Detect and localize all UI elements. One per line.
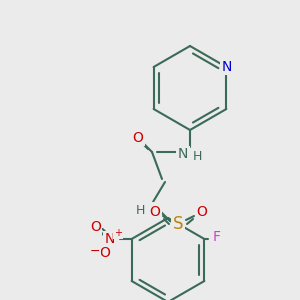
Text: −: − [89,244,100,257]
Text: F: F [212,230,220,244]
Text: N: N [221,60,232,74]
Text: O: O [90,220,101,234]
Text: N: N [104,232,115,246]
Text: O: O [150,205,160,219]
Text: N: N [148,203,158,217]
Text: +: + [114,228,122,238]
Text: N: N [178,147,188,161]
Text: O: O [133,131,143,145]
Text: O: O [196,205,207,219]
Text: H: H [135,203,145,217]
Text: S: S [173,215,183,233]
Text: H: H [192,151,202,164]
Text: O: O [99,246,110,260]
